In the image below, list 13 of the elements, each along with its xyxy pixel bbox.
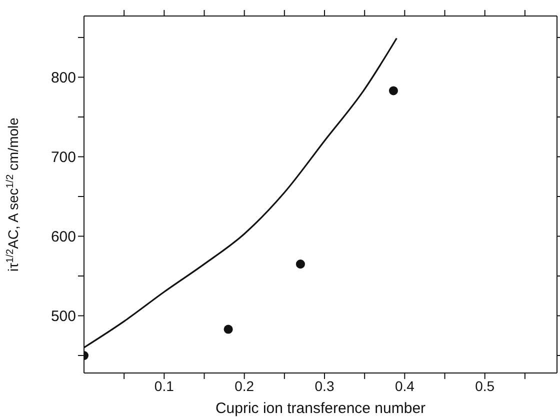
- x-axis-title: Cupric ion transference number: [215, 400, 426, 417]
- y-tick-label: 700: [50, 149, 76, 166]
- x-tick-label: 0.3: [314, 378, 334, 394]
- x-tick-label: 0.1: [154, 378, 174, 394]
- y-tick-label: 500: [50, 308, 76, 326]
- x-tick-label: 0.2: [234, 378, 254, 394]
- point: [388, 86, 398, 96]
- x-tick-label: 0.5: [475, 378, 495, 394]
- point: [224, 324, 233, 334]
- y-tick-label: 800: [50, 70, 76, 87]
- point: [296, 260, 305, 269]
- x-tick-label: 0.4: [394, 378, 415, 394]
- y-tick-label: 600: [50, 228, 76, 246]
